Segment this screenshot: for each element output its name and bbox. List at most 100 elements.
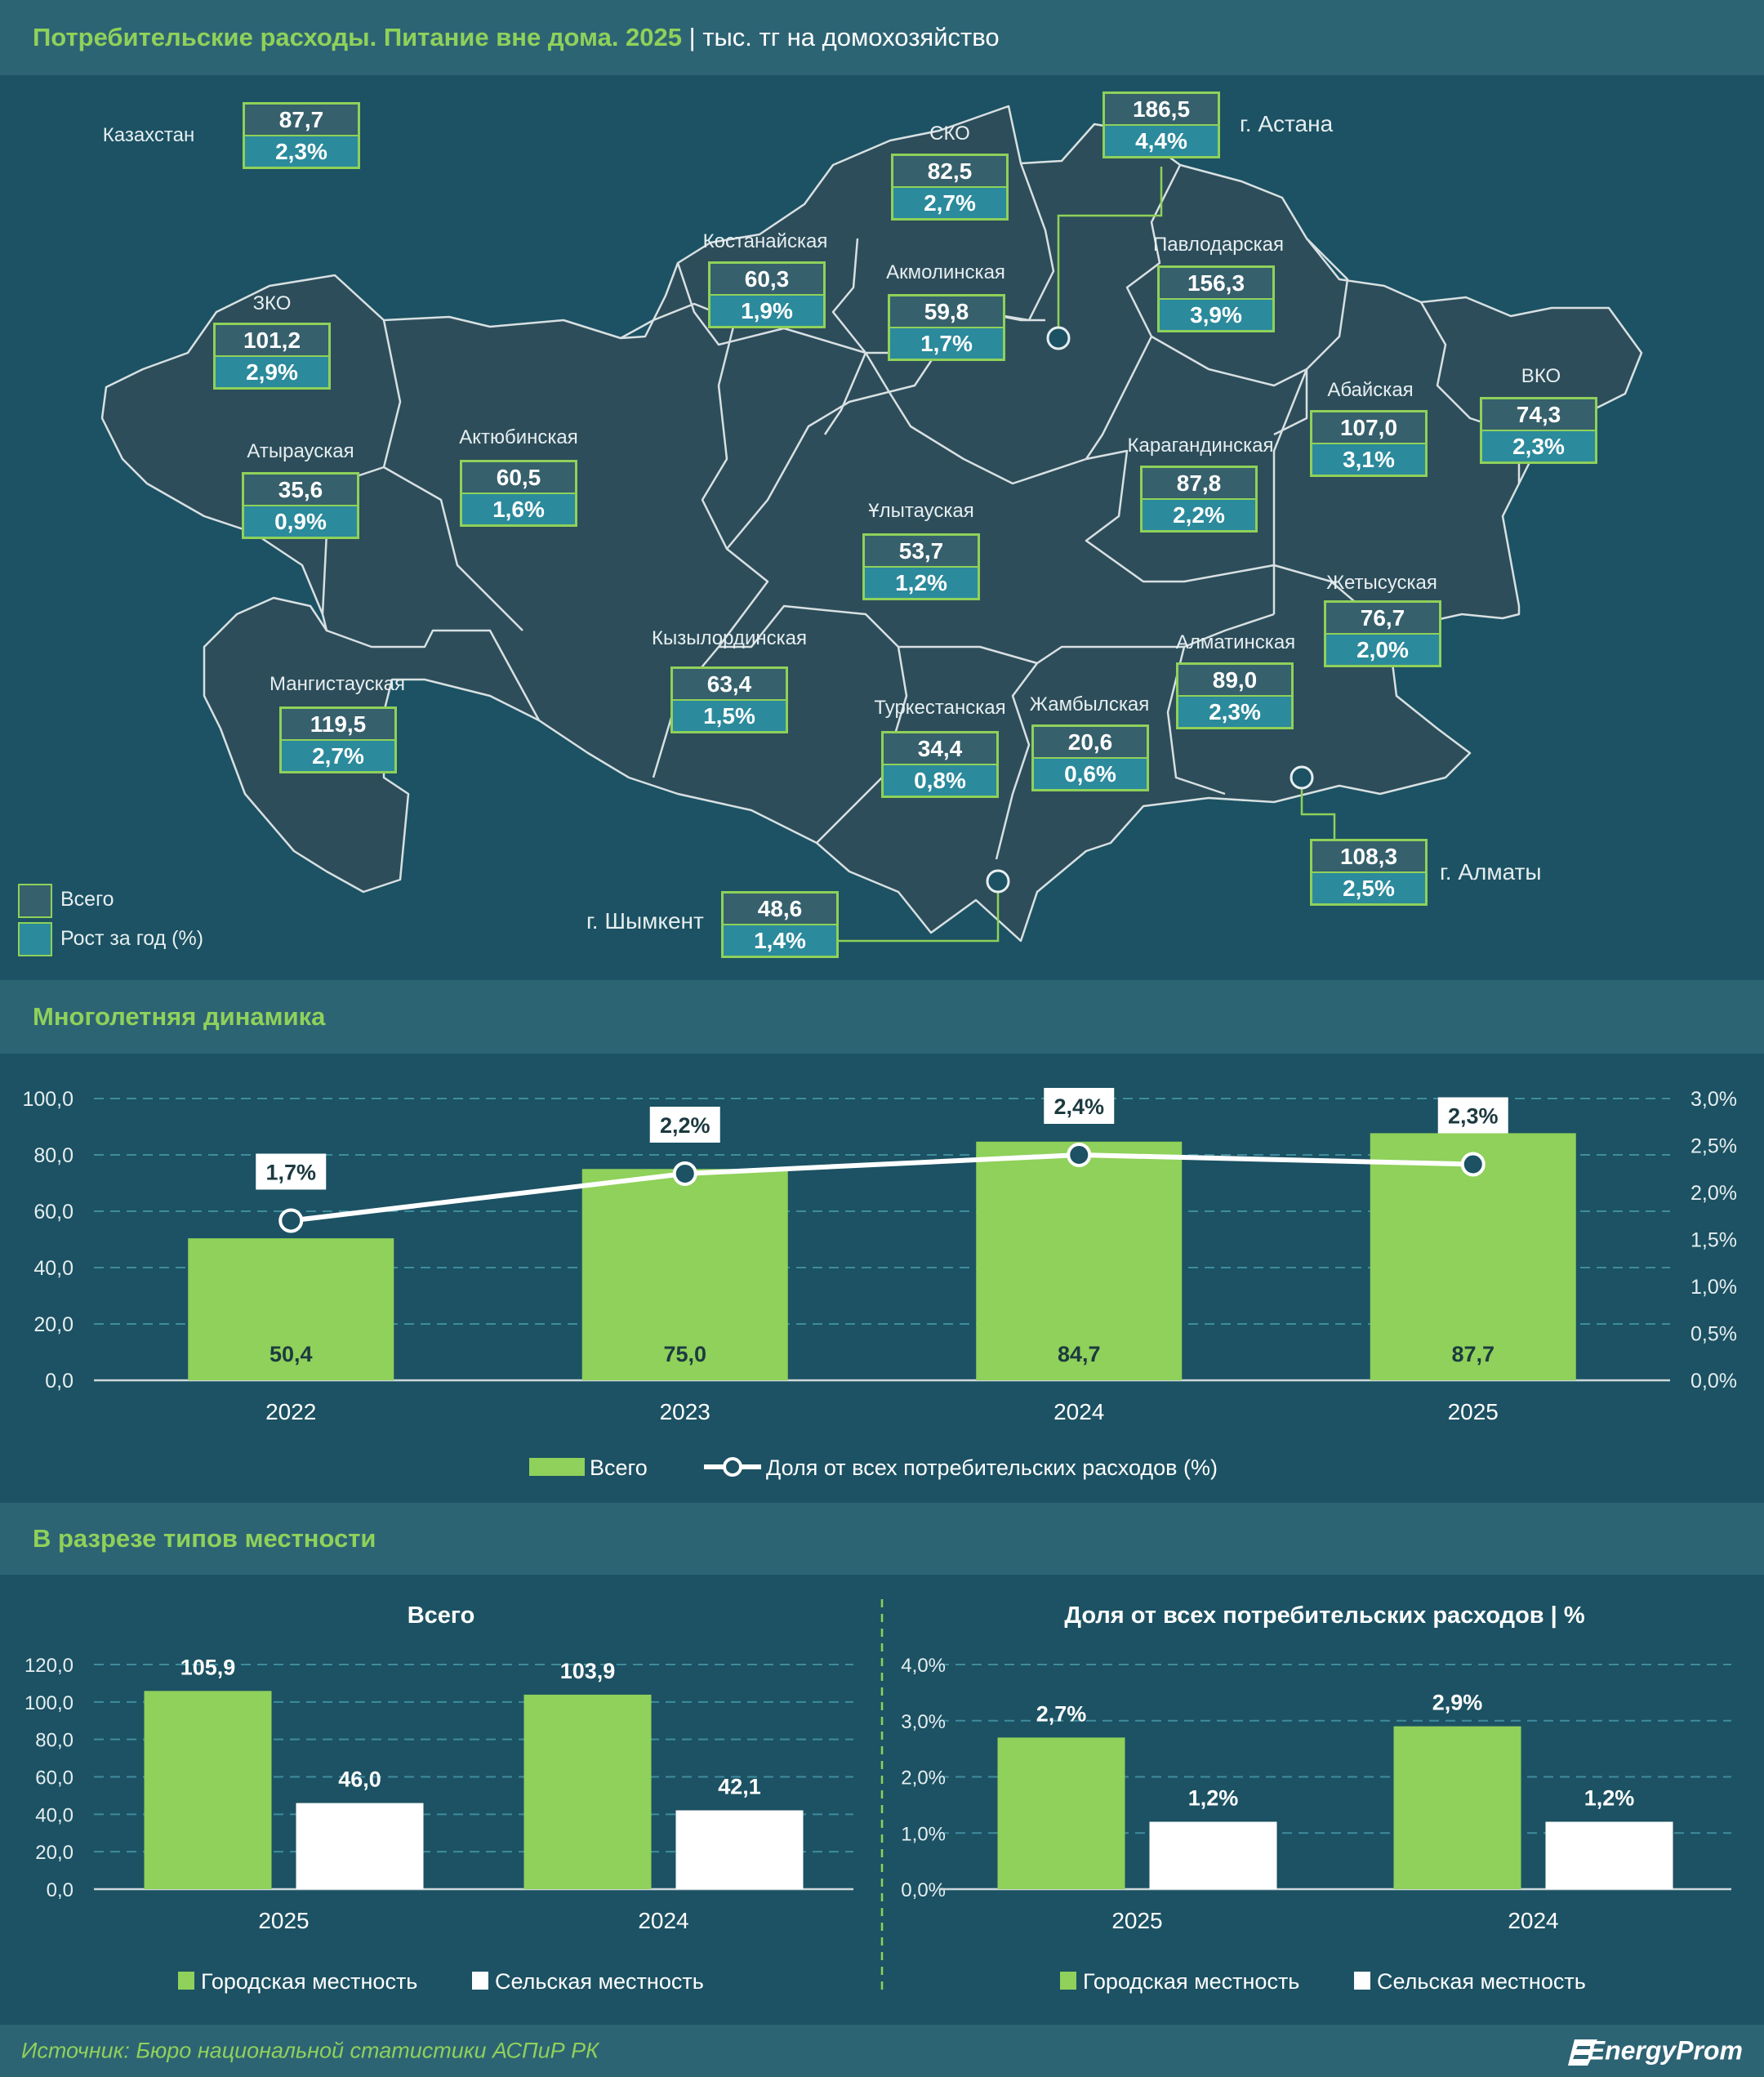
y-left-tick: 80,0 <box>33 1144 74 1167</box>
page-title: Потребительские расходы. Питание вне дом… <box>33 23 1000 51</box>
bar-label: 84,7 <box>1058 1342 1101 1366</box>
legend-total-label: Всего <box>60 888 114 911</box>
legend-line-label: Доля от всех потребительских расходов (%… <box>766 1455 1218 1480</box>
share-urban-bar <box>997 1737 1125 1889</box>
brand-text: EnergyProm <box>1587 2035 1743 2066</box>
region-label: Туркестанская <box>874 697 1006 719</box>
region-label: СКО <box>929 123 970 145</box>
y-tick: 100,0 <box>24 1692 74 1714</box>
unit-text: тыс. тг на домохозяйство <box>702 23 1000 51</box>
y-tick: 0,0% <box>901 1879 946 1901</box>
region-value-box: 87,8 2,2% <box>1140 466 1258 533</box>
dynamics-band: Многолетняя динамика <box>0 980 1764 1054</box>
region-label: Алматинская <box>1175 631 1296 653</box>
share-label-box <box>649 1107 720 1143</box>
share-legend-urban-label: Городская местность <box>1083 1969 1299 1994</box>
region-label: Абайская <box>1327 379 1414 401</box>
y-right-tick: 2,5% <box>1690 1135 1737 1158</box>
y-right-tick: 2,0% <box>1690 1182 1737 1205</box>
share-label-box <box>1044 1088 1115 1124</box>
share-point <box>278 1208 304 1233</box>
region-value-box: 60,5 1,6% <box>460 460 577 527</box>
y-tick: 3,0% <box>901 1711 946 1733</box>
legend-total-swatch <box>18 884 52 918</box>
y-tick: 80,0 <box>35 1730 74 1752</box>
share-bar-label: 2,7% <box>1036 1701 1087 1726</box>
kz-total: 87,7 <box>245 105 358 135</box>
region-value-box: 101,2 2,9% <box>213 323 331 390</box>
locality-title: В разрезе типов местности <box>33 1524 376 1553</box>
legend-bar-swatch <box>529 1458 585 1476</box>
dynamics-title: Многолетняя динамика <box>33 1002 326 1031</box>
bar-label: 87,7 <box>1451 1342 1494 1366</box>
locality-band: В разрезе типов местности <box>0 1503 1764 1575</box>
energyprom-logo-icon <box>1568 2039 1597 2066</box>
bar-total-2022 <box>188 1238 394 1380</box>
total-bar-label: 42,1 <box>718 1775 761 1799</box>
total-legend-urban-swatch <box>178 1972 194 1990</box>
region-label: Жетысуская <box>1326 572 1437 594</box>
total-bar-label: 46,0 <box>338 1767 381 1792</box>
y-left-tick: 20,0 <box>33 1313 74 1336</box>
almaty-marker <box>1290 765 1314 790</box>
total-rural-bar <box>296 1803 424 1889</box>
share-label: 2,2% <box>660 1113 710 1138</box>
almaty-label: г. Алматы <box>1440 859 1542 885</box>
region-value-box: 34,4 0,8% <box>881 731 999 798</box>
region-value-box: 63,4 1,5% <box>670 666 788 733</box>
share-legend-rural-label: Сельская местность <box>1377 1969 1586 1994</box>
astana-marker <box>1046 326 1071 350</box>
region-value-box: 119,5 2,7% <box>279 706 397 773</box>
region-value-box: 107,0 3,1% <box>1310 410 1428 477</box>
region-label: Жамбылская <box>1029 693 1150 715</box>
y-left-tick: 0,0 <box>45 1370 74 1393</box>
region-value-box: 60,3 1,9% <box>708 261 826 328</box>
total-urban-bar <box>523 1694 652 1889</box>
total-urban-bar <box>144 1691 272 1889</box>
astana-label: г. Астана <box>1240 111 1334 136</box>
locality-charts: 0,0 20,0 40,0 60,0 80,0 100,0 120,0 105,9 46,0 20… <box>24 1599 1731 1995</box>
bar-label: 50,4 <box>270 1342 313 1366</box>
shymkent-value-box: 48,6 1,4% <box>721 891 839 958</box>
legend-growth-swatch <box>18 922 52 956</box>
y-tick: 2,0% <box>901 1767 946 1790</box>
share-legend-rural-swatch <box>1354 1972 1370 1990</box>
y-right-tick: 3,0% <box>1690 1088 1737 1111</box>
y-tick: 40,0 <box>35 1804 74 1826</box>
share-bar-label: 1,2% <box>1584 1786 1635 1811</box>
footer: Источник: Бюро национальной статистики А… <box>0 2025 1764 2077</box>
almaty-value-box: 108,3 2,5% <box>1310 839 1428 906</box>
bar-total-2023 <box>581 1169 788 1380</box>
region-value-box: 53,7 1,2% <box>862 533 980 600</box>
share-urban-bar <box>1393 1726 1521 1889</box>
y-tick: 20,0 <box>35 1842 74 1864</box>
x-tick-label: 2025 <box>1448 1399 1499 1424</box>
x-tick-label: 2022 <box>265 1399 316 1424</box>
y-left-tick: 40,0 <box>33 1257 74 1280</box>
total-bar-label: 103,9 <box>560 1659 616 1683</box>
share-label-box <box>256 1153 327 1190</box>
kz-value-box: 87,7 2,3% <box>243 102 360 169</box>
region-value-box: 59,8 1,7% <box>888 294 1005 361</box>
region-label: ВКО <box>1521 365 1561 387</box>
share-label: 2,4% <box>1054 1094 1104 1119</box>
legend-bar-label: Всего <box>590 1455 648 1480</box>
share-label: 1,7% <box>265 1161 316 1185</box>
region-label: Ұлытауская <box>868 500 974 522</box>
map-section: Казахстан 87,7 2,3% ЗКО 101,2 2,9% Атырау… <box>0 75 1764 980</box>
total-legend-urban-label: Городская местность <box>201 1969 417 1994</box>
region-label: Атырауская <box>247 440 354 462</box>
x-tick-label: 2024 <box>638 1908 688 1933</box>
total-legend-rural-label: Сельская местность <box>495 1969 704 1994</box>
y-right-tick: 1,5% <box>1690 1229 1737 1252</box>
title-text: Потребительские расходы. Питание вне дом… <box>33 23 683 51</box>
region-label: Актюбинская <box>459 426 578 448</box>
bar-label: 75,0 <box>663 1342 706 1366</box>
y-tick: 1,0% <box>901 1823 946 1845</box>
y-tick: 120,0 <box>24 1655 74 1677</box>
share-rural-bar <box>1545 1821 1673 1889</box>
y-tick: 4,0% <box>901 1655 946 1677</box>
bar-total-2024 <box>976 1141 1183 1380</box>
region-label: Карагандинская <box>1127 435 1274 457</box>
